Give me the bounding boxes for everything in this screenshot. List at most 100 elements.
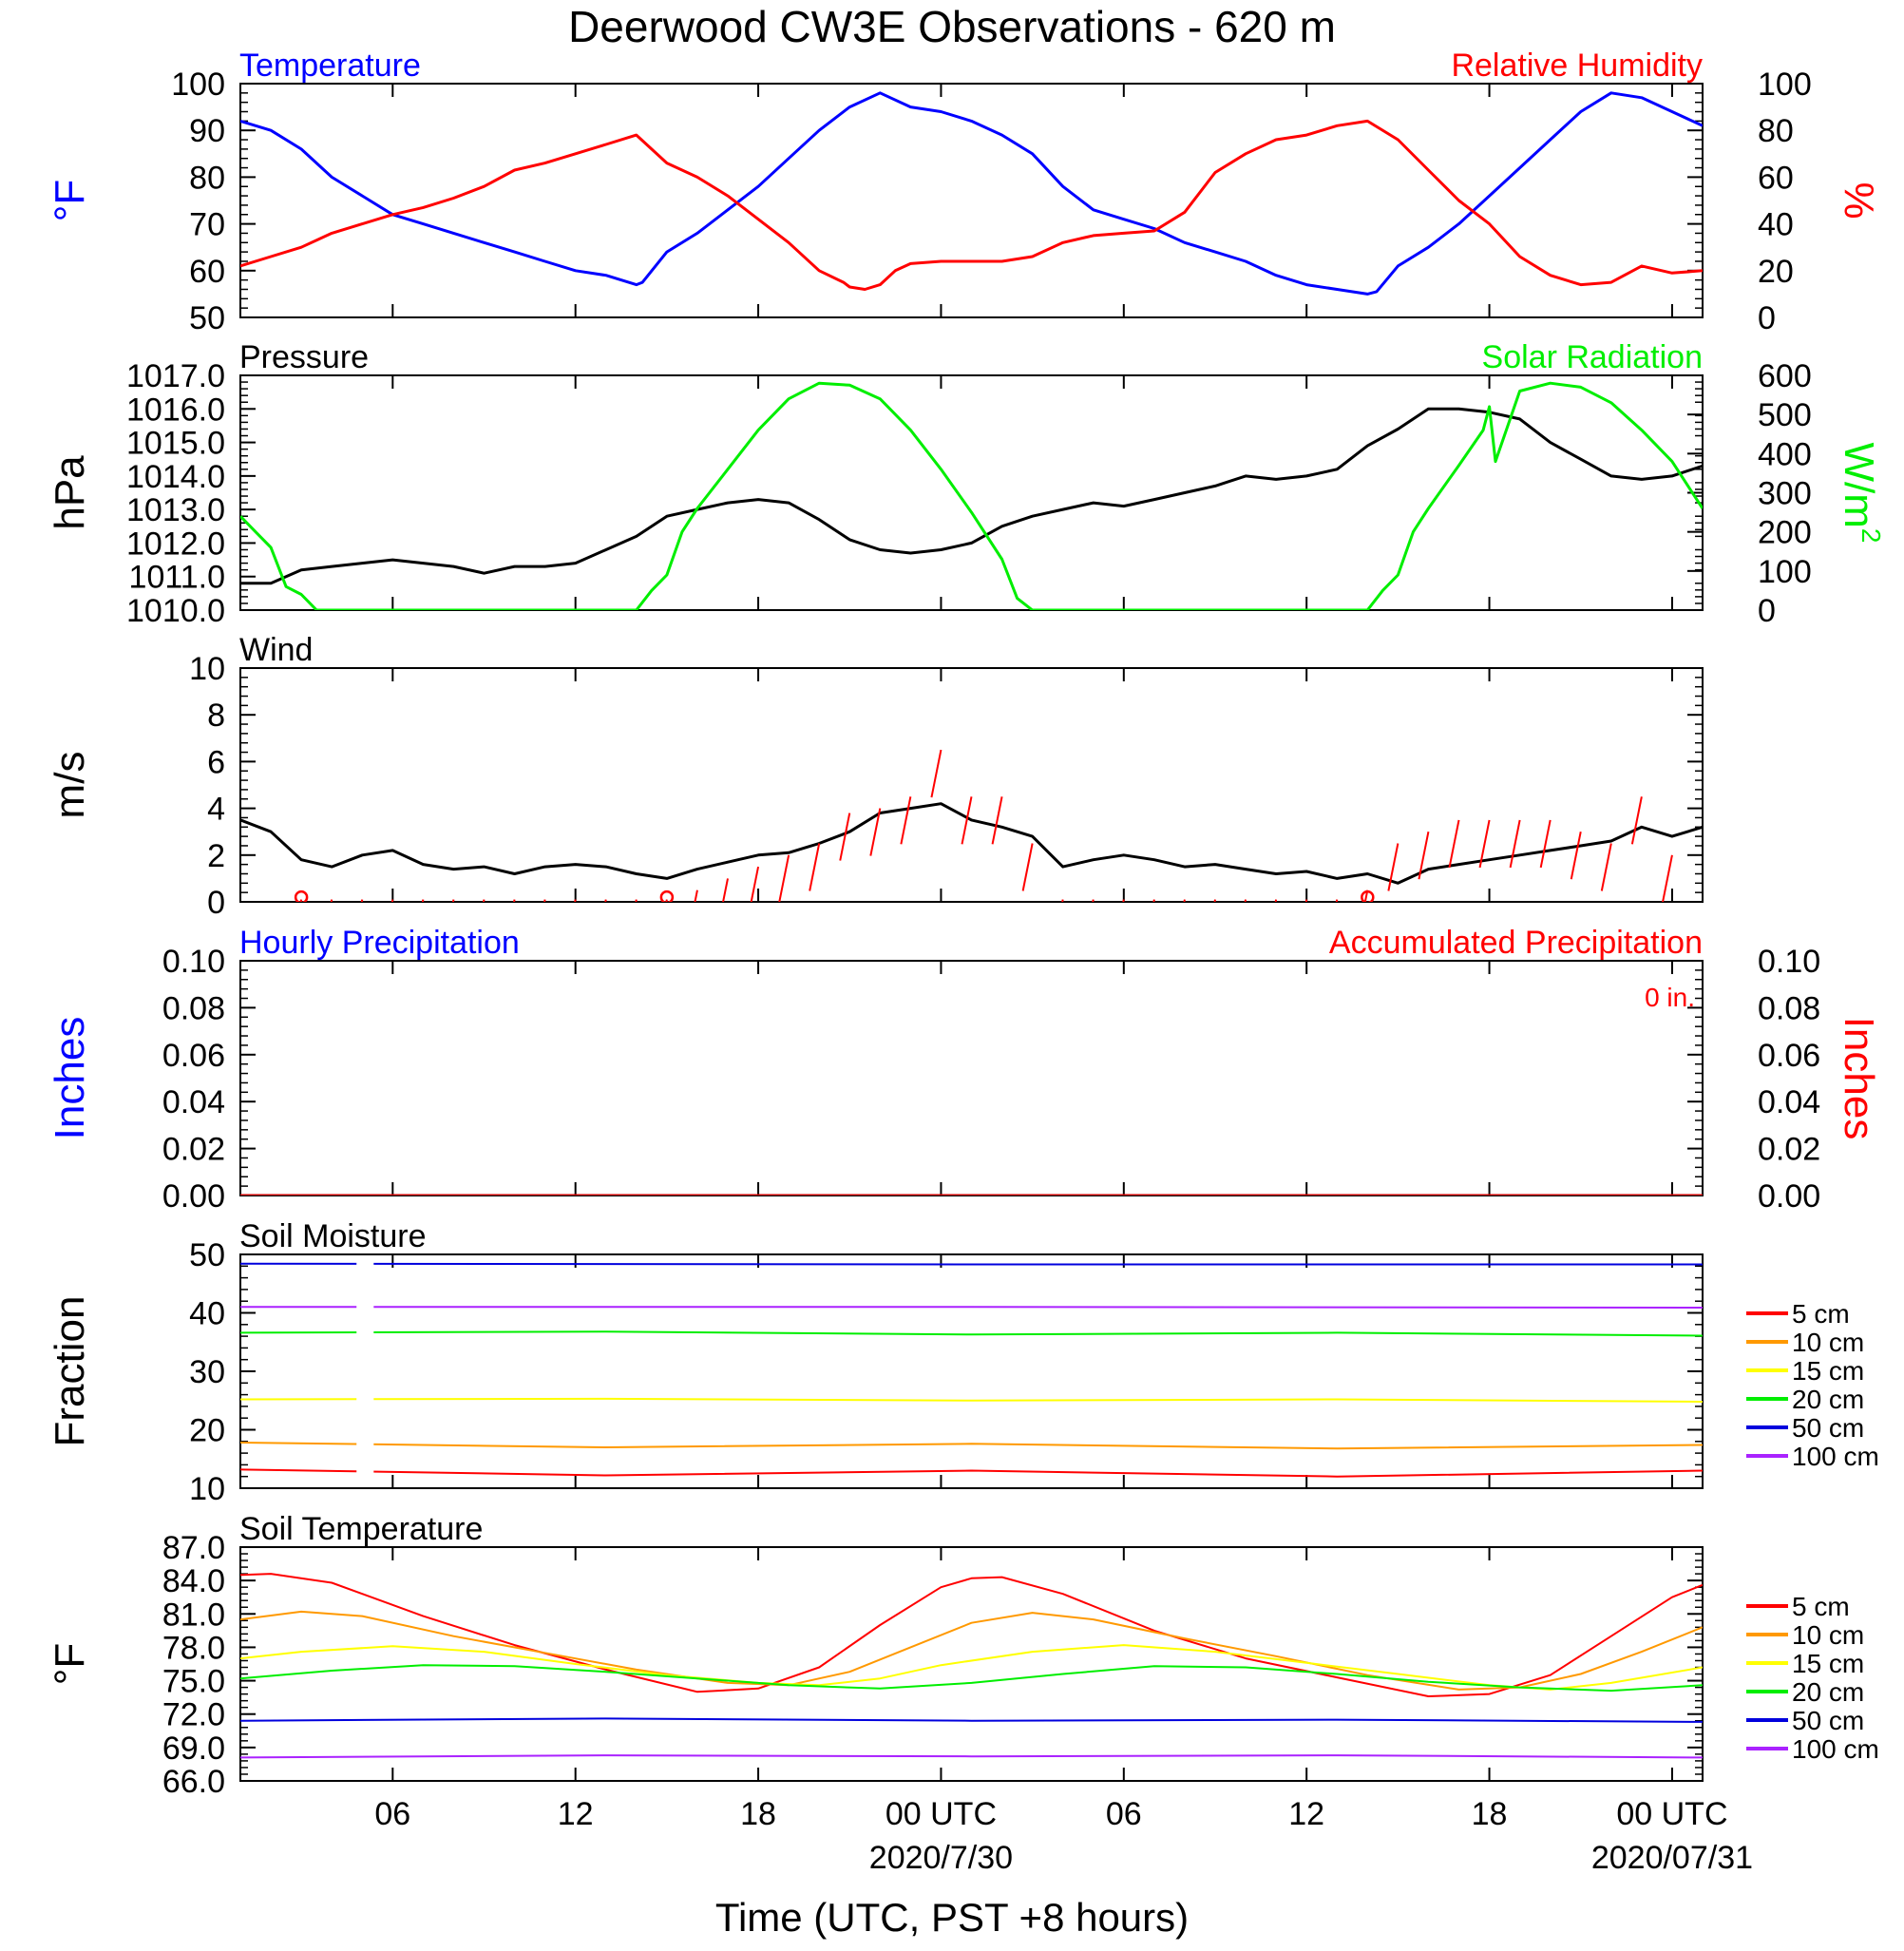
- series-line-4: [240, 1717, 1703, 1723]
- series-group: [240, 91, 1703, 296]
- y-tick-label-right: 300: [1758, 476, 1812, 512]
- plot-frame: [239, 667, 1704, 903]
- y-axis-title-left: °F: [47, 1643, 93, 1685]
- y-tick-label-left: 0.00: [162, 1178, 225, 1215]
- legend-label: 100 cm: [1792, 1442, 1879, 1471]
- plot-frame: [239, 960, 1704, 1196]
- y-tick-label-left: 69.0: [162, 1731, 225, 1767]
- wind-barb: [1122, 899, 1125, 902]
- series-line-3: [240, 1664, 1703, 1693]
- x-tick-label: 12: [558, 1796, 594, 1832]
- panel-title-left: Hourly Precipitation: [239, 925, 520, 961]
- x-tick-label: 06: [1106, 1796, 1142, 1832]
- y-tick-label-left: 1017.0: [126, 358, 225, 394]
- legend-label: 20 cm: [1792, 1677, 1864, 1707]
- y-tick-label-left: 80: [189, 160, 225, 196]
- wind-barb: [930, 749, 942, 798]
- y-tick-label-right: 20: [1758, 254, 1794, 290]
- wind-barb: [1244, 899, 1247, 902]
- wind-barb: [1418, 832, 1430, 880]
- series-line-0: [240, 802, 1703, 885]
- y-tick-label-left: 20: [189, 1413, 225, 1449]
- series-line-0: [240, 1573, 1703, 1697]
- y-axis-title-left: m/s: [47, 752, 93, 819]
- y-tick-label-right: 400: [1758, 436, 1812, 472]
- wind-barb: [1478, 819, 1491, 869]
- legend-label: 50 cm: [1792, 1413, 1864, 1443]
- x-tick-label: 06: [374, 1796, 410, 1832]
- wind-barb: [778, 854, 790, 902]
- y-tick-label-left: 72.0: [162, 1697, 225, 1733]
- y-axis-title-right: %: [1836, 182, 1882, 219]
- x-tick-label: 00 UTC: [885, 1796, 997, 1832]
- wind-barb: [574, 899, 577, 902]
- calm-wind-marker: [294, 889, 309, 902]
- legend-label: 5 cm: [1792, 1592, 1850, 1621]
- panel-title-left: Soil Moisture: [239, 1218, 427, 1254]
- y-tick-label-left: 1014.0: [126, 459, 225, 495]
- y-tick-label-left: 0.10: [162, 944, 225, 980]
- wind-barb: [1630, 796, 1643, 845]
- legend-label: 15 cm: [1792, 1649, 1864, 1678]
- y-tick-label-right: 0.04: [1758, 1084, 1820, 1120]
- y-tick-label-right: 60: [1758, 160, 1794, 196]
- y-tick-label-left: 0.08: [162, 990, 225, 1026]
- y-tick-label-left: 0: [207, 885, 225, 921]
- y-tick-label-left: 6: [207, 744, 225, 780]
- panel-title-left: Soil Temperature: [239, 1511, 483, 1547]
- y-tick-label-left: 0.02: [162, 1132, 225, 1168]
- y-axis-title-right-text: W/m: [1836, 443, 1882, 528]
- y-tick-label-left: 84.0: [162, 1563, 225, 1599]
- y-tick-label-right: 0: [1758, 300, 1776, 336]
- y-tick-label-left: 78.0: [162, 1630, 225, 1666]
- y-tick-label-left: 87.0: [162, 1530, 225, 1566]
- y-tick-label-left: 0.06: [162, 1038, 225, 1074]
- series-line-2: [240, 1397, 1703, 1403]
- series-group: [240, 1573, 1703, 1759]
- panel-title-left: Temperature: [239, 48, 421, 84]
- wind-barb: [961, 796, 973, 845]
- wind-barb: [1213, 899, 1216, 902]
- legend-label: 10 cm: [1792, 1328, 1864, 1357]
- y-tick-label-left: 90: [189, 113, 225, 149]
- wind-barb: [1387, 843, 1399, 891]
- legend-label: 5 cm: [1792, 1299, 1850, 1329]
- wind-barb: [1539, 819, 1552, 869]
- y-tick-label-right: 0.08: [1758, 990, 1820, 1026]
- y-tick-label-right: 200: [1758, 515, 1812, 551]
- wind-barb: [869, 808, 882, 856]
- series-line-1: [240, 381, 1703, 610]
- y-tick-label-right: 500: [1758, 397, 1812, 433]
- y-tick-label-left: 60: [189, 254, 225, 290]
- legend-label: 20 cm: [1792, 1385, 1864, 1414]
- legend-label: 15 cm: [1792, 1356, 1864, 1386]
- wind-barb: [604, 899, 607, 902]
- wind-barb: [1274, 899, 1278, 902]
- y-tick-label-left: 8: [207, 698, 225, 734]
- series-line-5: [240, 1754, 1703, 1759]
- plot-frame: [239, 1253, 1704, 1489]
- panel-title-right: Accumulated Precipitation: [1329, 925, 1703, 961]
- y-tick-label-left: 1016.0: [126, 392, 225, 428]
- wind-barb: [991, 796, 1003, 845]
- series-group: [240, 749, 1703, 902]
- y-tick-label-left: 81.0: [162, 1597, 225, 1633]
- y-axis-title-left: Inches: [47, 1017, 93, 1140]
- wind-barb: [1509, 819, 1521, 869]
- panel-title-left: Wind: [239, 632, 313, 668]
- series-line-0: [240, 91, 1703, 296]
- x-tick-label: 12: [1288, 1796, 1324, 1832]
- series-line-3: [240, 1330, 1703, 1337]
- x-tick-date-label: 2020/7/30: [869, 1840, 1013, 1876]
- y-tick-label-right: 40: [1758, 207, 1794, 243]
- panel-title-right: Solar Radiation: [1482, 339, 1703, 375]
- x-tick-label: 00 UTC: [1616, 1796, 1727, 1832]
- y-axis-title-left: °F: [47, 180, 93, 221]
- wind-barb: [1570, 832, 1582, 880]
- wind-barb: [543, 899, 546, 902]
- wind-barb: [1092, 899, 1095, 902]
- wind-barb: [1600, 843, 1612, 891]
- calm-wind-marker: [1361, 889, 1375, 902]
- wind-barb: [635, 899, 638, 902]
